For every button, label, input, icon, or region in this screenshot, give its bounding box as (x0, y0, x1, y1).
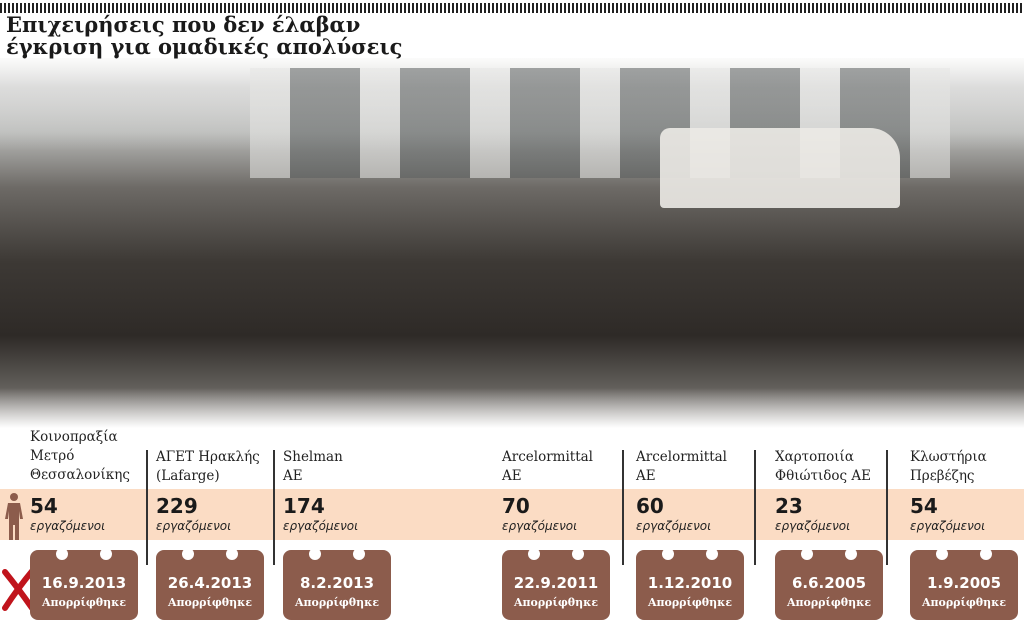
worker-unit-label: εργαζόμενοι (910, 519, 986, 533)
decision-date: 1.12.2010 (647, 574, 733, 592)
worker-unit-label: εργαζόμενοι (156, 519, 232, 533)
calendar-ring-icon (845, 548, 857, 560)
calendar-ring-icon (56, 548, 68, 560)
calendar-ring-icon (706, 548, 718, 560)
company-name-line: Κοινοπραξία (30, 429, 118, 445)
calendar-ring-icon (353, 548, 365, 560)
calendar-ring-icon (980, 548, 992, 560)
decision-date: 26.4.2013 (167, 574, 253, 592)
calendar-card: 16.9.2013 Απορρίφθηκε (30, 548, 138, 620)
calendar-card: 1.12.2010 Απορρίφθηκε (636, 548, 744, 620)
decision-date: 1.9.2005 (926, 574, 1002, 592)
company-name-line: ΑΕ (283, 468, 303, 484)
infographic-title: Επιχειρήσεις που δεν έλαβαν έγκριση για … (6, 14, 402, 58)
calendar-ring-icon (100, 548, 112, 560)
decision-status: Απορρίφθηκε (921, 596, 1007, 609)
calendar-card: 8.2.2013 Απορρίφθηκε (283, 548, 391, 620)
decision-date: 22.9.2011 (513, 574, 599, 592)
company-name-line: Φθιώτιδος ΑΕ (775, 468, 871, 484)
calendar-ring-icon (226, 548, 238, 560)
company-name-line: Πρεβέζης (910, 468, 975, 484)
company-name-line: ΑΕ (636, 468, 656, 484)
calendar-ring-icon (309, 548, 321, 560)
white-van (660, 128, 900, 208)
company-entry: ΑΓΕΤ Ηρακλής (Lafarge) 229 εργαζόμενοι 26.4… (156, 0, 286, 628)
decision-date: 16.9.2013 (41, 574, 127, 592)
decorative-barcode-strip (0, 3, 1024, 13)
decision-status: Απορρίφθηκε (647, 596, 733, 609)
company-name-line: ΑΕ (502, 468, 522, 484)
decision-status: Απορρίφθηκε (513, 596, 599, 609)
calendar-ring-icon (936, 548, 948, 560)
worker-unit-label: εργαζόμενοι (636, 519, 712, 533)
company-name-line: Shelman (283, 449, 343, 465)
company-name-line: Μετρό (30, 448, 75, 464)
worker-count: 60 (636, 494, 664, 518)
calendar-ring-icon (801, 548, 813, 560)
column-divider (886, 450, 888, 565)
company-name-line: Arcelormittal (502, 449, 593, 465)
company-name-line: Arcelormittal (636, 449, 727, 465)
company-entry: Arcelormittal ΑΕ 70 εργαζόμενοι 22.9.2011 Α… (502, 0, 632, 628)
worker-count: 174 (283, 494, 325, 518)
worker-count: 23 (775, 494, 803, 518)
company-name-line: (Lafarge) (156, 468, 220, 484)
column-divider (273, 450, 275, 565)
column-divider (622, 450, 624, 565)
company-entry: Χαρτοποιία Φθιώτιδος ΑΕ 23 εργαζόμενοι 6.6.… (775, 0, 905, 628)
calendar-card: 26.4.2013 Απορρίφθηκε (156, 548, 264, 620)
calendar-card: 1.9.2005 Απορρίφθηκε (910, 548, 1018, 620)
decision-date: 8.2.2013 (299, 574, 375, 592)
worker-unit-label: εργαζόμενοι (775, 519, 851, 533)
company-entry: Κοινοπραξία Μετρό Θεσσαλονίκης 54 εργαζόμενο… (30, 0, 160, 628)
protest-crowd-photo (0, 58, 1024, 428)
person-icon (5, 493, 23, 540)
company-entry: Arcelormittal ΑΕ 60 εργαζόμενοι 1.12.2010 Α… (636, 0, 766, 628)
column-divider (146, 450, 148, 565)
decision-date: 6.6.2005 (791, 574, 867, 592)
company-name-line: ΑΓΕΤ Ηρακλής (156, 449, 260, 465)
worker-count: 54 (30, 494, 58, 518)
worker-count: 70 (502, 494, 530, 518)
title-line-2: έγκριση για ομαδικές απολύσεις (6, 34, 403, 59)
calendar-card: 6.6.2005 Απορρίφθηκε (775, 548, 883, 620)
title-line-1: Επιχειρήσεις που δεν έλαβαν (6, 12, 361, 37)
calendar-ring-icon (662, 548, 674, 560)
company-entry: Κλωστήρια Πρεβέζης 54 εργαζόμενοι 1.9.2005 … (910, 0, 1024, 628)
calendar-card: 22.9.2011 Απορρίφθηκε (502, 548, 610, 620)
worker-unit-label: εργαζόμενοι (502, 519, 578, 533)
worker-unit-label: εργαζόμενοι (283, 519, 359, 533)
worker-count: 229 (156, 494, 198, 518)
calendar-ring-icon (572, 548, 584, 560)
decision-status: Απορρίφθηκε (786, 596, 872, 609)
decision-status: Απορρίφθηκε (41, 596, 127, 609)
column-divider (754, 450, 756, 565)
company-name-line: Κλωστήρια (910, 449, 987, 465)
worker-unit-label: εργαζόμενοι (30, 519, 106, 533)
calendar-ring-icon (528, 548, 540, 560)
decision-status: Απορρίφθηκε (167, 596, 253, 609)
workers-band (0, 489, 1024, 540)
decision-status: Απορρίφθηκε (294, 596, 380, 609)
worker-count: 54 (910, 494, 938, 518)
calendar-ring-icon (182, 548, 194, 560)
company-name-line: Θεσσαλονίκης (30, 467, 130, 483)
company-entry: Shelman ΑΕ 174 εργαζόμενοι 8.2.2013 Απορρίφ… (283, 0, 413, 628)
company-name-line: Χαρτοποιία (775, 449, 854, 465)
